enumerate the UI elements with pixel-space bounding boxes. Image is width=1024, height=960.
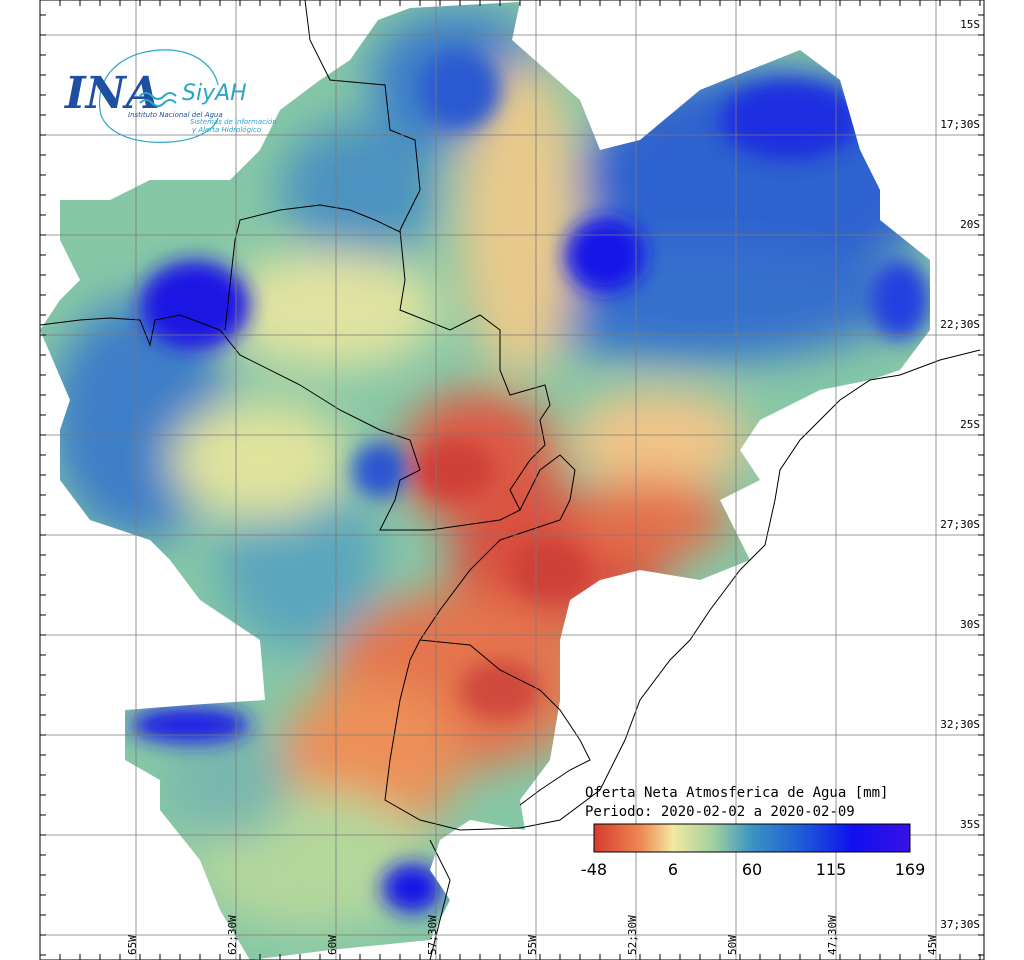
- lat-label: 15S: [960, 18, 980, 31]
- logo-siyah-text: SiyAH: [182, 81, 247, 106]
- colorbar: -48 6 60 115 169: [581, 823, 926, 879]
- colorbar-tick: 169: [895, 860, 926, 879]
- lon-label: 52;30W: [626, 915, 639, 955]
- lon-label: 65W: [126, 935, 139, 955]
- colorbar-tick: 60: [742, 860, 762, 879]
- lon-label: 60W: [326, 935, 339, 955]
- lat-label: 22;30S: [940, 318, 980, 331]
- lon-label: 62;30W: [226, 915, 239, 955]
- lat-label: 35S: [960, 818, 980, 831]
- lon-label: 55W: [526, 935, 539, 955]
- lon-label: 45W: [926, 935, 939, 955]
- map-title: Oferta Neta Atmosferica de Agua [mm] Per…: [585, 785, 888, 820]
- title-line2: Periodo: 2020-02-02 a 2020-02-09: [585, 804, 855, 820]
- longitude-labels: 65W 62;30W 60W 57;30W 55W 52;30W 50W 47;…: [126, 915, 939, 955]
- ina-logo: INA SiyAH Instituto Nacional del Agua Si…: [63, 49, 277, 143]
- latitude-labels: 15S 17;30S 20S 22;30S 25S 27;30S 30S 32;…: [940, 18, 980, 931]
- title-line1: Oferta Neta Atmosferica de Agua [mm]: [585, 785, 888, 801]
- lon-label: 50W: [726, 935, 739, 955]
- lat-label: 30S: [960, 618, 980, 631]
- map-frame: [39, 0, 985, 960]
- logo-system-line1: Sistemas de información: [190, 118, 277, 126]
- borders: [39, 0, 981, 960]
- lat-label: 32;30S: [940, 718, 980, 731]
- colorbar-tick: 115: [816, 860, 847, 879]
- frame-ticks: [39, 0, 984, 960]
- colorbar-ramp: [593, 823, 911, 853]
- lat-label: 20S: [960, 218, 980, 231]
- lat-label: 37;30S: [940, 918, 980, 931]
- lat-label: 17;30S: [940, 118, 980, 131]
- lon-label: 47;30W: [826, 915, 839, 955]
- lat-label: 25S: [960, 418, 980, 431]
- logo-institute: Instituto Nacional del Agua: [128, 111, 223, 119]
- colorbar-tick: 6: [668, 860, 678, 879]
- lat-label: 27;30S: [940, 518, 980, 531]
- lon-label: 57;30W: [426, 915, 439, 955]
- logo-system-line2: y Alerta Hidrológico: [191, 126, 261, 134]
- colorbar-tick: -48: [581, 860, 607, 879]
